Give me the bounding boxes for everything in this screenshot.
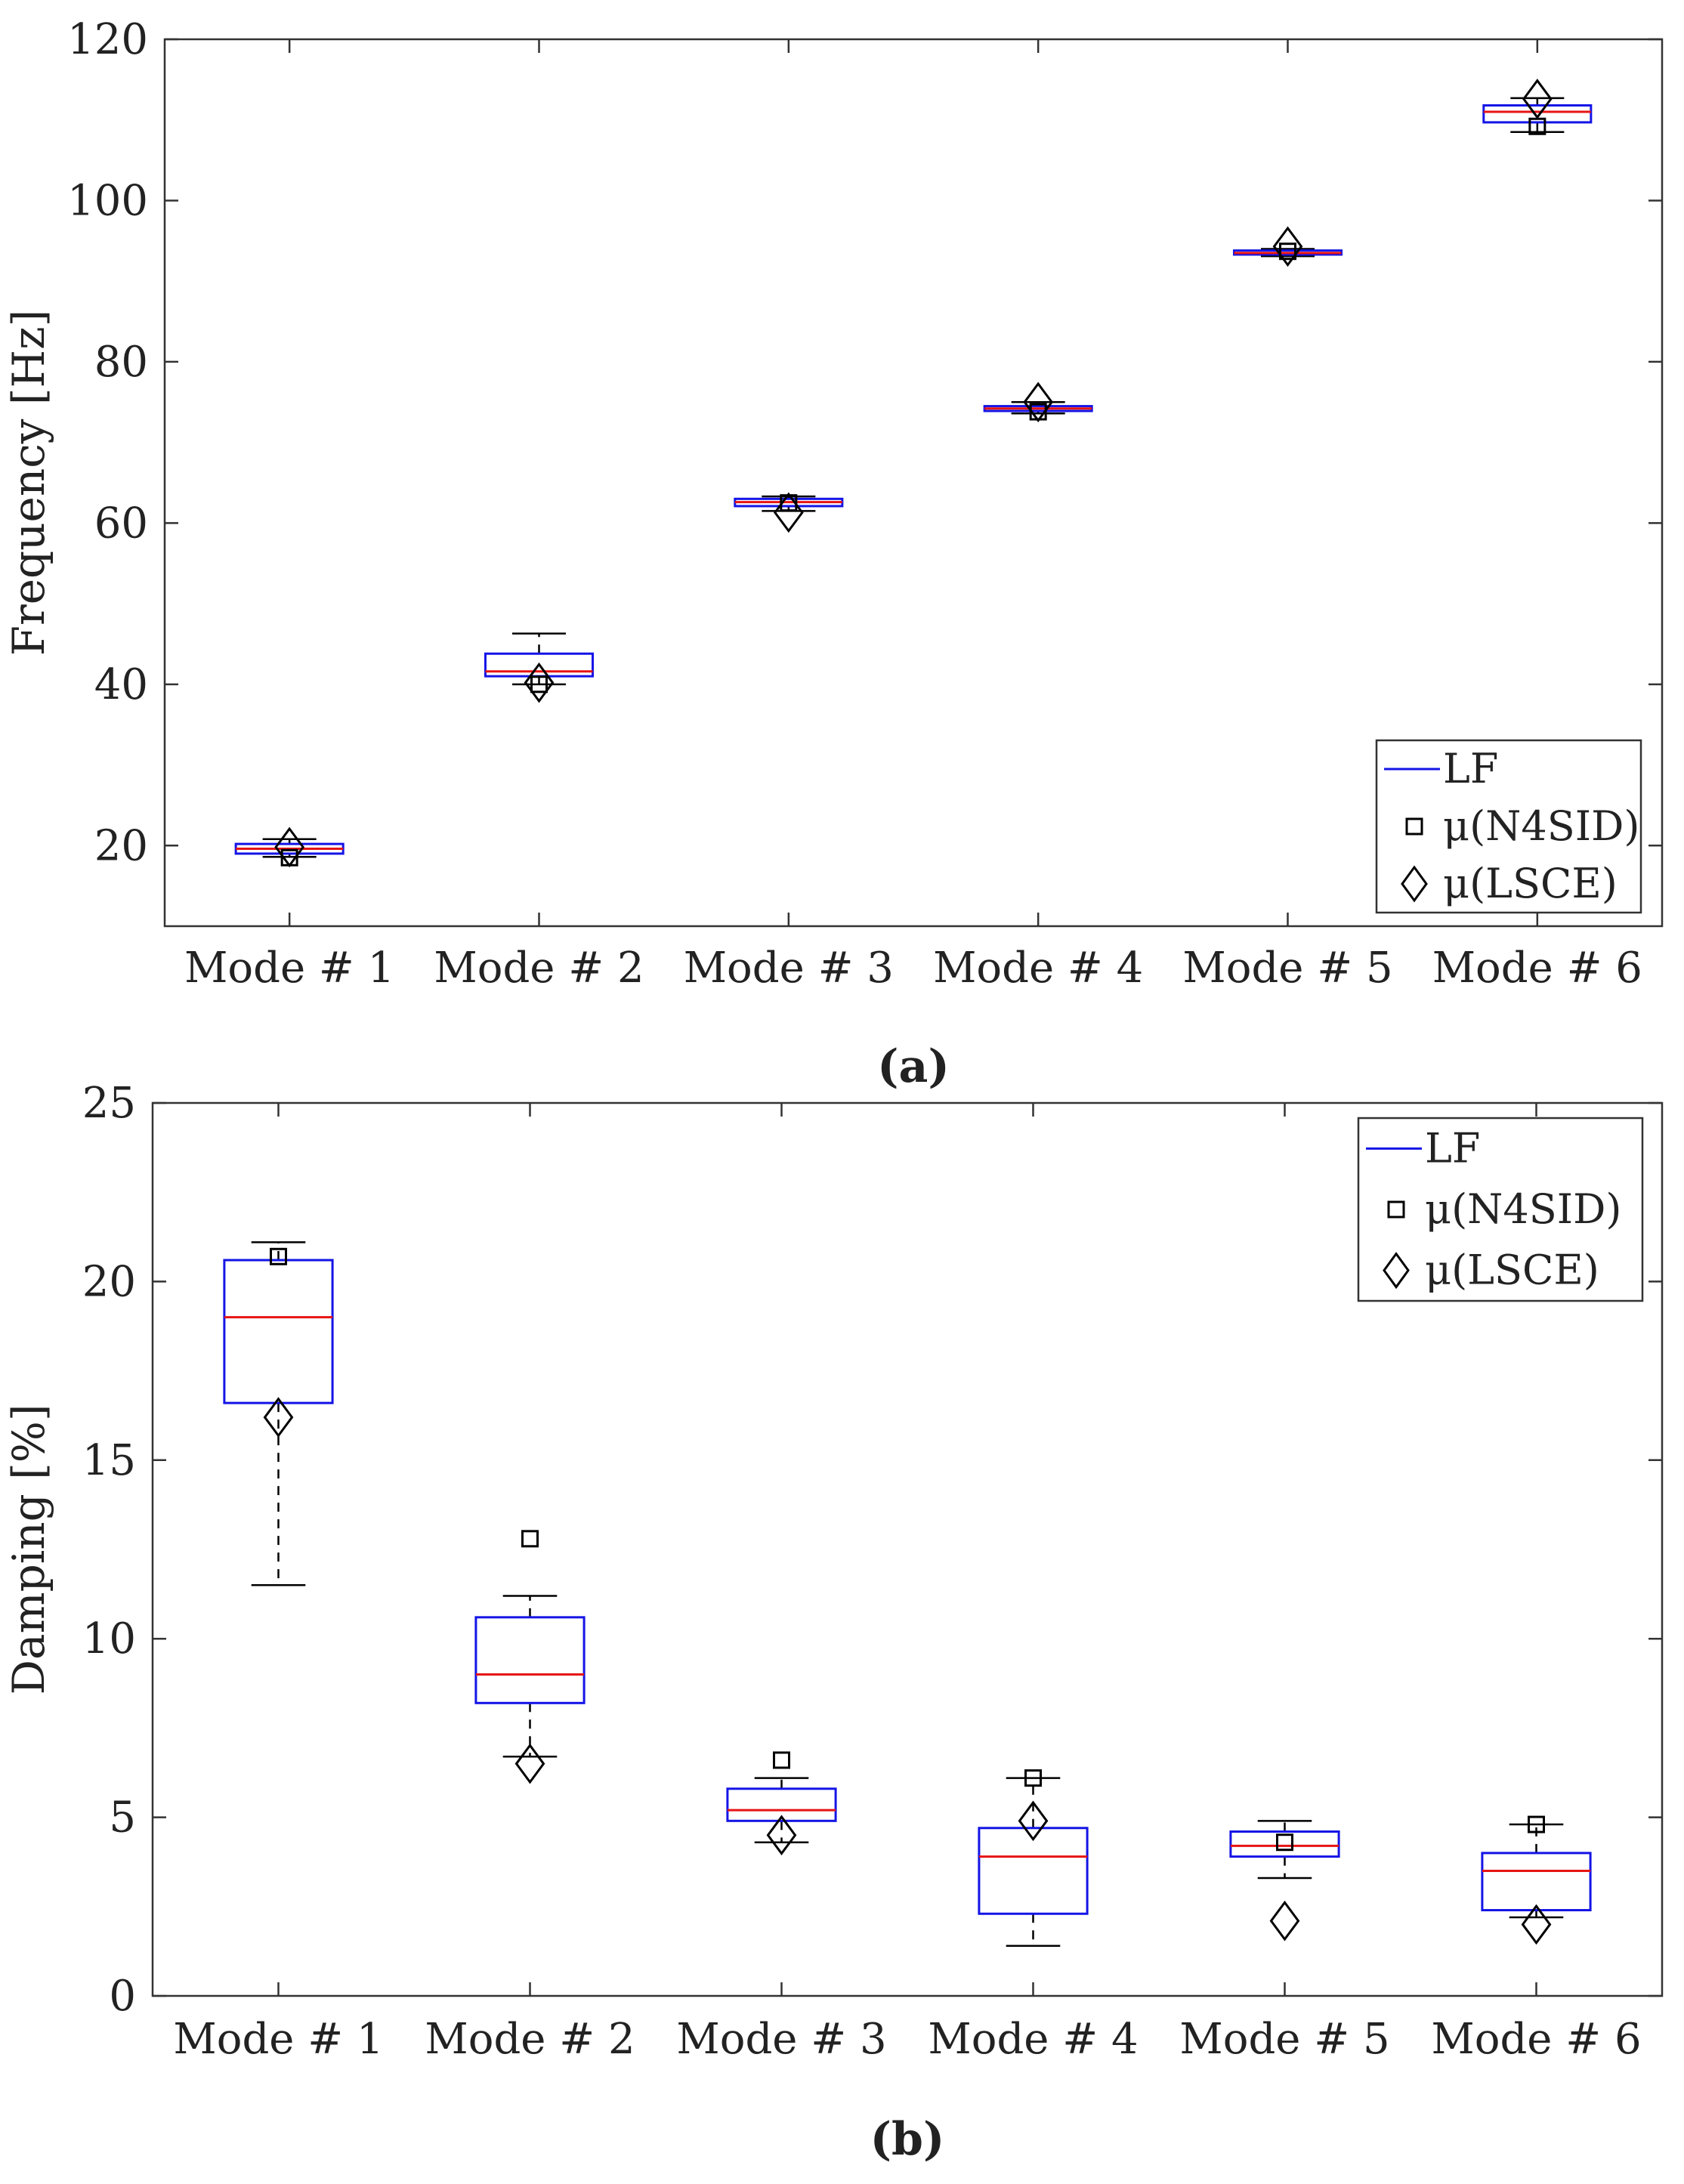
box-mode-5 (1229, 1820, 1340, 1880)
x-tick-label: Mode # 3 (684, 944, 894, 993)
n4sid-mean-marker (773, 1751, 790, 1769)
y-tick-label: 120 (67, 15, 148, 64)
legend: LF μ(N4SID) μ(LSCE) (1375, 739, 1642, 914)
box-mode-2 (474, 1595, 586, 1758)
box-mode-3 (726, 1777, 837, 1843)
lsce-mean-marker (524, 662, 555, 703)
iqr-box (1481, 1852, 1592, 1912)
panel-label: (a) (877, 1040, 950, 1093)
iqr-box (474, 1616, 586, 1704)
legend-square-icon (1387, 1200, 1405, 1219)
y-tick-label: 0 (109, 1972, 136, 2021)
x-tick-label: Mode # 6 (1432, 944, 1642, 993)
lsce-mean-marker (766, 1815, 797, 1856)
y-axis-label: Damping [%] (3, 1404, 54, 1694)
panel-label: (b) (870, 2113, 945, 2166)
x-tick-label: Mode # 3 (676, 2015, 886, 2064)
iqr-box (223, 1259, 334, 1404)
n4sid-mean-marker (1279, 242, 1296, 261)
x-tick-label: Mode # 2 (434, 944, 644, 993)
lsce-mean-marker (1522, 79, 1553, 119)
box-mode-1 (234, 838, 345, 858)
x-tick-label: Mode # 5 (1182, 944, 1392, 993)
iqr-box (1229, 1830, 1340, 1858)
lsce-mean-marker (1018, 1800, 1049, 1842)
y-tick-label: 20 (94, 821, 148, 870)
x-tick-label: Mode # 5 (1179, 2015, 1389, 2064)
n4sid-mean-marker (1024, 1769, 1042, 1787)
lsce-mean-marker (1023, 382, 1054, 423)
box-mode-6 (1481, 1823, 1592, 1919)
n4sid-mean-marker (1528, 1815, 1545, 1833)
n4sid-mean-marker (1276, 1833, 1293, 1852)
legend-entry-n4sid: μ(N4SID) (1443, 802, 1639, 850)
box-mode-6 (1482, 97, 1593, 133)
legend-entry-n4sid: μ(N4SID) (1425, 1185, 1621, 1233)
y-tick-label: 100 (67, 176, 148, 225)
box-mode-3 (734, 495, 844, 512)
legend-entry-lsce: μ(LSCE) (1425, 1246, 1599, 1294)
box-mode-4 (983, 401, 1093, 415)
box-mode-5 (1232, 248, 1343, 258)
n4sid-mean-marker (521, 1530, 539, 1548)
lsce-mean-marker (1272, 226, 1303, 267)
x-tick-label: Mode # 4 (933, 944, 1143, 993)
lsce-mean-marker (773, 492, 804, 533)
lsce-mean-marker (1269, 1900, 1300, 1942)
legend-entry-lsce: μ(LSCE) (1443, 860, 1618, 907)
legend: LF μ(N4SID) μ(LSCE) (1357, 1117, 1644, 1302)
x-tick-label: Mode # 1 (184, 944, 394, 993)
x-tick-label: Mode # 6 (1431, 2015, 1641, 2064)
lsce-mean-marker (514, 1743, 545, 1784)
n4sid-mean-marker (530, 675, 548, 694)
y-tick-label: 25 (82, 1079, 136, 1128)
legend-diamond-icon (1383, 1252, 1410, 1290)
chart-panel-a: 20 40 60 80 100 120 Mode # 1 Mode # 2 Mode # 3 Mo… (3, 15, 1664, 1093)
y-tick-label: 5 (109, 1793, 136, 1843)
lsce-mean-marker (263, 1397, 294, 1438)
x-tick-label: Mode # 2 (425, 2015, 635, 2064)
y-tick-label: 15 (82, 1436, 136, 1485)
y-tick-label: 10 (82, 1614, 136, 1663)
legend-diamond-icon (1401, 865, 1428, 903)
box-mode-1 (223, 1241, 334, 1586)
iqr-box (1482, 104, 1593, 124)
chart-panel-b: 0 5 10 15 20 25 Mode # 1 Mode # 2 Mode # 3 Mode #… (3, 1079, 1664, 2166)
y-tick-label: 40 (94, 660, 148, 709)
legend-square-icon (1405, 817, 1423, 836)
y-tick-label: 80 (94, 338, 148, 387)
y-tick-label: 60 (94, 499, 148, 548)
box-mode-4 (978, 1777, 1089, 1948)
y-tick-label: 20 (82, 1257, 136, 1306)
x-tick-label: Mode # 1 (173, 2015, 383, 2064)
iqr-box (978, 1827, 1089, 1915)
n4sid-mean-marker (270, 1247, 287, 1265)
plot-frame (151, 1101, 1664, 1997)
lsce-mean-marker (1521, 1904, 1552, 1945)
plot-frame (163, 38, 1664, 928)
x-tick-label: Mode # 4 (928, 2015, 1138, 2064)
legend-entry-lf: LF (1443, 745, 1498, 792)
legend-entry-lf: LF (1425, 1124, 1480, 1172)
iqr-box (726, 1787, 837, 1822)
lsce-mean-marker (274, 826, 305, 868)
y-axis-label: Frequency [Hz] (3, 310, 54, 656)
